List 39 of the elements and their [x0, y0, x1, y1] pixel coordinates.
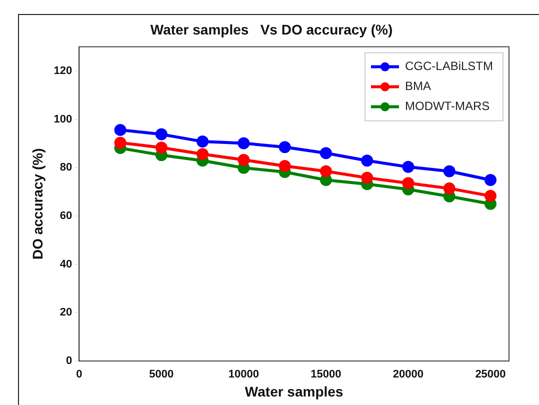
x-tick-label: 5000 [149, 368, 174, 381]
point [443, 165, 456, 178]
point [361, 154, 374, 167]
point [484, 190, 496, 202]
chart-title: Water samples Vs DO accuracy (%) [150, 21, 393, 38]
point [238, 154, 250, 166]
point [278, 160, 291, 172]
point [114, 136, 126, 149]
y-tick-label: 100 [54, 113, 72, 126]
point [402, 177, 414, 190]
point [443, 182, 456, 194]
legend-label: MODWT-MARS [404, 99, 490, 114]
point [320, 165, 332, 178]
y-tick-label: 0 [66, 355, 72, 368]
y-tick-label: 60 [60, 210, 72, 222]
y-tick-label: 20 [60, 306, 72, 319]
x-tick-label: 20000 [392, 368, 424, 381]
y-tick-label: 120 [54, 65, 72, 77]
point [402, 160, 414, 173]
y-tick-label: 80 [60, 162, 72, 174]
point [196, 148, 209, 160]
point [278, 141, 291, 154]
x-tick-label: 10000 [228, 368, 259, 381]
legend-label: CGC-LABiLSTM [404, 59, 494, 74]
point [361, 172, 374, 184]
y-axis-title: DO accuracy (%) [29, 148, 46, 260]
x-tick-label: 15000 [310, 368, 342, 381]
legend-label: BMA [404, 79, 431, 94]
point [238, 137, 250, 150]
point [484, 174, 496, 186]
point [196, 136, 209, 148]
point [114, 124, 126, 136]
x-axis-title: Water samples [244, 383, 344, 400]
x-tick-label: 0 [76, 368, 82, 381]
point [155, 128, 168, 140]
y-tick-label: 40 [60, 258, 72, 270]
point [155, 142, 168, 154]
point [320, 147, 332, 160]
x-tick-label: 25000 [475, 368, 506, 381]
